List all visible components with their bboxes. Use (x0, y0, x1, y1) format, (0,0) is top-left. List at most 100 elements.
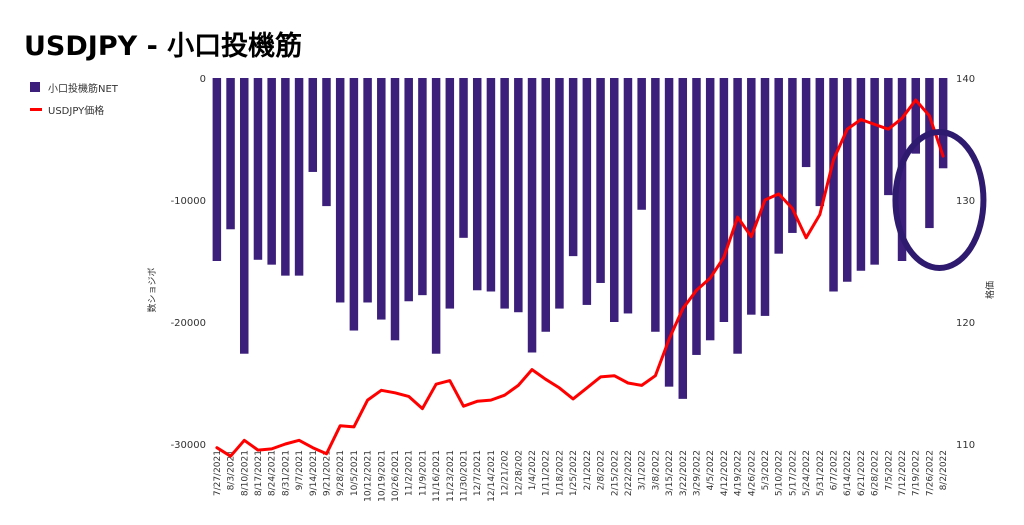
bar (390, 78, 400, 341)
x-tick-label: 11/23/2021 (446, 450, 456, 502)
x-tick-label: 3/15/2022 (665, 450, 675, 496)
bar (431, 78, 441, 354)
bar (925, 78, 934, 229)
y-right-axis-label: 格価 (984, 281, 996, 299)
bar (377, 78, 386, 320)
x-tick-label: 7/5/2022 (884, 450, 894, 490)
bar (240, 78, 249, 354)
bar (226, 78, 235, 230)
legend-label-bars: 小口投機筋NET (48, 83, 118, 95)
bar (829, 78, 838, 292)
legend-swatch-line (30, 107, 42, 111)
price-line (215, 98, 945, 458)
bar (555, 78, 564, 309)
x-tick-label: 5/17/2022 (788, 450, 798, 496)
x-tick-label: 8/17/2021 (254, 450, 264, 496)
x-tick-label: 3/8/2022 (651, 450, 661, 490)
legend-swatch-bars (30, 82, 40, 92)
x-tick-label: 7/19/2022 (912, 450, 922, 496)
x-tick-label: 5/10/2022 (775, 450, 785, 496)
legend-item-bars: 小口投機筋NET (30, 76, 118, 98)
bar (610, 78, 619, 322)
bar (938, 78, 948, 169)
x-tick-label: 2/1/2022 (583, 450, 593, 490)
bar (349, 78, 359, 331)
bar (692, 78, 701, 355)
x-tick-label: 6/7/2022 (830, 450, 840, 490)
bar (596, 78, 605, 283)
bar (788, 78, 797, 233)
bar (719, 78, 729, 322)
x-tick-label: 11/9/2021 (418, 450, 428, 496)
bar (842, 78, 852, 282)
x-tick-label: 4/5/2022 (706, 450, 716, 490)
legend-item-line: USDJPY価格 (30, 98, 118, 120)
bar (856, 78, 866, 271)
legend-label-line: USDJPY価格 (48, 105, 105, 117)
bar (582, 78, 592, 305)
x-tick-label: 1/18/2022 (555, 450, 565, 496)
bar (486, 78, 496, 292)
bar (418, 78, 427, 296)
x-tick-label: 11/16/2021 (432, 450, 442, 502)
x-tick-label: 10/19/2021 (377, 450, 387, 502)
bar (445, 78, 455, 309)
x-tick-label: 12/14/2021 (487, 450, 497, 502)
x-tick-label: 8/2/2022 (939, 450, 949, 490)
x-tick-label: 1/4/2022 (528, 450, 538, 490)
x-tick-label: 7/27/2021 (213, 450, 223, 496)
x-tick-label: 8/31/2021 (281, 450, 291, 496)
y-left-tick-label: -30000 (171, 440, 206, 451)
bar (568, 78, 578, 257)
bar (747, 78, 756, 315)
x-tick-label: 8/24/2021 (268, 450, 278, 496)
y-left-axis-label: 数ショジボ (146, 267, 158, 312)
x-tick-label: 5/31/2022 (816, 450, 826, 496)
bar (884, 78, 893, 196)
legend: 小口投機筋NET USDJPY価格 (30, 76, 118, 120)
y-left-tick-label: -20000 (171, 318, 206, 329)
bar (253, 78, 263, 260)
bar (705, 78, 715, 341)
y-right-tick-label: 120 (956, 318, 975, 329)
bar (404, 78, 413, 302)
bar (281, 78, 290, 276)
x-tick-label: 2/22/2022 (624, 450, 634, 496)
bar (472, 78, 482, 291)
bar (678, 78, 688, 399)
bar (664, 78, 674, 387)
x-tick-label: 12/28/202 (514, 450, 524, 496)
bar (801, 78, 811, 168)
x-tick-label: 6/21/2022 (857, 450, 867, 496)
x-tick-label: 9/7/2021 (295, 450, 305, 490)
bar (760, 78, 770, 316)
y-right-tick-label: 130 (956, 196, 975, 207)
bar (815, 78, 825, 207)
x-tick-label: 6/28/2022 (871, 450, 881, 496)
bar (322, 78, 331, 207)
x-tick-label: 3/29/2022 (692, 450, 702, 496)
x-tick-label: 6/14/2022 (843, 450, 853, 496)
x-tick-label: 2/8/2022 (597, 450, 607, 490)
x-tick-label: 7/26/2022 (925, 450, 935, 496)
bar (651, 78, 660, 332)
bar (212, 78, 222, 261)
bar (363, 78, 372, 303)
x-tick-label: 12/7/2021 (473, 450, 483, 496)
x-tick-label: 2/15/2022 (610, 450, 620, 496)
x-tick-label: 1/25/2022 (569, 450, 579, 496)
bar (335, 78, 345, 303)
x-tick-label: 5/24/2022 (802, 450, 812, 496)
x-tick-label: 11/30/2021 (460, 450, 470, 502)
x-tick-label: 11/2/2021 (405, 450, 415, 496)
bar (623, 78, 633, 314)
bar (308, 78, 318, 172)
x-tick-label: 4/19/2022 (734, 450, 744, 496)
bar (870, 78, 879, 265)
bar (514, 78, 523, 313)
x-tick-label: 3/1/2022 (638, 450, 648, 490)
y-right-tick-label: 110 (956, 440, 975, 451)
x-tick-label: 5/3/2022 (761, 450, 771, 490)
x-tick-label: 3/22/2022 (679, 450, 689, 496)
